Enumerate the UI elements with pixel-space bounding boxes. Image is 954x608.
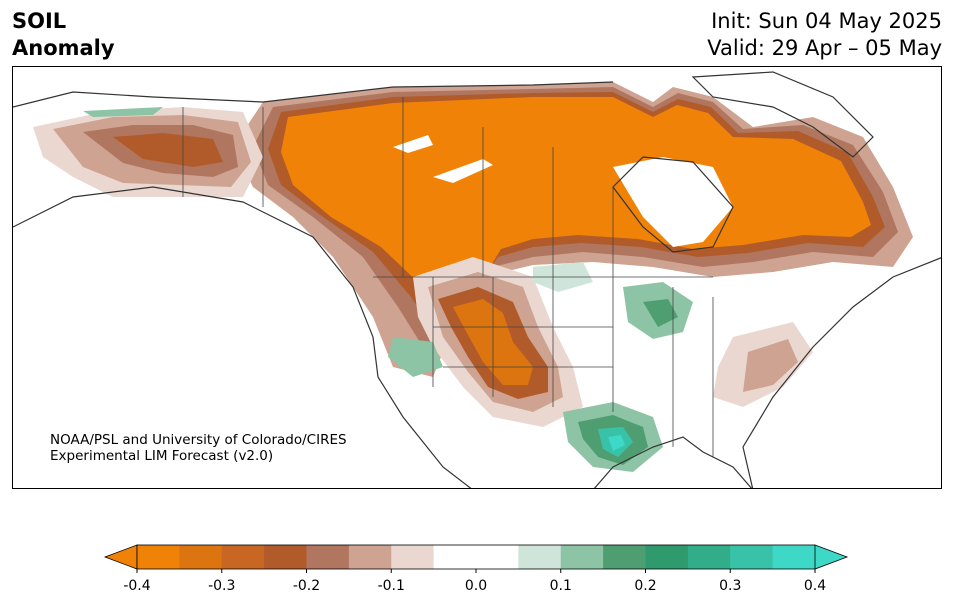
west-us-anomaly	[413, 257, 583, 427]
colorbar-segment	[221, 545, 265, 569]
credit-line-1: NOAA/PSL and University of Colorado/CIRE…	[50, 432, 347, 448]
colorbar-segment	[560, 545, 604, 569]
colorbar-segment	[687, 545, 731, 569]
colorbar-tick-label: -0.3	[208, 578, 236, 594]
map-canvas	[13, 71, 941, 488]
colorbar-low-extension	[103, 544, 138, 570]
colorbar-tick-label: 0.4	[803, 578, 827, 594]
east-us-anomaly	[713, 322, 813, 407]
colorbar-tick-label: 0.1	[549, 578, 572, 594]
colorbar-segment	[137, 545, 180, 569]
coastlines	[13, 71, 941, 488]
colorbar-high-extension	[814, 544, 849, 570]
colorbar-tick-label: -0.4	[123, 578, 151, 594]
map-title: SOIL Anomaly	[12, 8, 115, 62]
credit-text: NOAA/PSL and University of Colorado/CIRE…	[50, 432, 347, 464]
colorbar-segment	[433, 545, 477, 569]
forecast-dates: Init: Sun 04 May 2025 Valid: 29 Apr – 05…	[707, 8, 942, 62]
alaska-anomaly	[33, 107, 263, 197]
init-date: Init: Sun 04 May 2025	[711, 9, 942, 33]
anomaly-map: NOAA/PSL and University of Colorado/CIRE…	[12, 66, 942, 489]
colorbar-segment	[348, 545, 392, 569]
credit-line-2: Experimental LIM Forecast (v2.0)	[50, 448, 274, 464]
colorbar-segment	[264, 545, 307, 569]
colorbar-segment	[179, 545, 223, 569]
colorbar-segments	[103, 544, 849, 573]
colorbar-tick-label: 0.0	[464, 578, 488, 594]
valid-date: Valid: 29 Apr – 05 May	[707, 36, 942, 60]
colorbar-tick-label: 0.2	[634, 578, 657, 594]
colorbar-segment	[772, 545, 816, 569]
title-line-1: SOIL	[12, 9, 67, 33]
colorbar-segment	[730, 545, 774, 569]
colorbar-segment	[306, 545, 350, 569]
colorbar-segment	[476, 545, 519, 569]
colorbar-tick-label: -0.2	[292, 578, 321, 594]
colorbar-tick-label: -0.1	[377, 578, 405, 594]
colorbar-segment	[645, 545, 689, 569]
colorbar-segment	[391, 545, 435, 569]
colorbar-segment	[603, 545, 646, 569]
borders	[182, 97, 714, 457]
colorbar-segment	[518, 545, 562, 569]
title-line-2: Anomaly	[12, 36, 115, 60]
colorbar-tick-label: 0.3	[719, 578, 742, 594]
